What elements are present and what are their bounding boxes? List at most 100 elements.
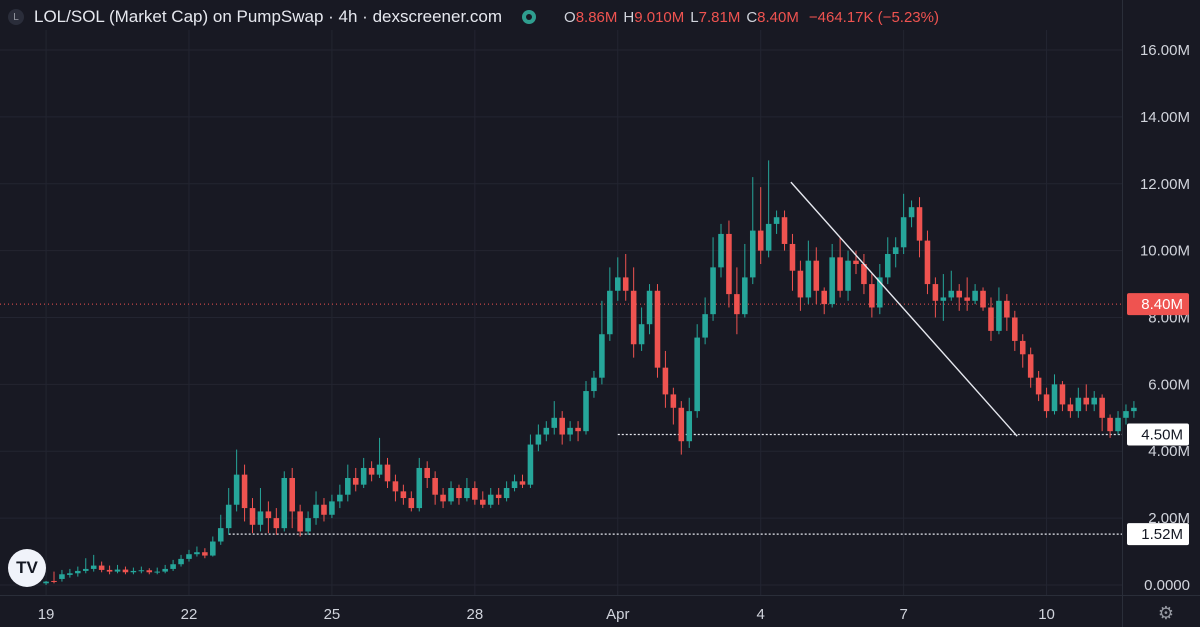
candle-body	[916, 207, 923, 241]
level-price-label: 1.52M	[1141, 526, 1183, 543]
candle-body	[1115, 417, 1121, 432]
y-tick-label: 2.00M	[1148, 510, 1190, 527]
candle-body	[495, 494, 502, 499]
gear-icon[interactable]: ⚙	[1157, 603, 1175, 623]
tradingview-logo-icon[interactable]: TV	[8, 549, 46, 587]
candle-body	[1012, 317, 1018, 341]
candle-body	[773, 217, 780, 224]
candle-body	[694, 337, 700, 412]
candle-body	[194, 552, 200, 555]
candle-body	[853, 260, 859, 265]
candle-body	[480, 499, 486, 505]
candle-body	[352, 477, 359, 485]
trendline	[790, 181, 1018, 437]
candle-body	[908, 207, 915, 218]
price-labels: 8.40M 4.50M 1.52M	[1127, 293, 1189, 546]
candle-body	[345, 477, 351, 495]
y-tick-label: 10.00M	[1140, 243, 1190, 260]
candle-body	[678, 407, 685, 442]
candle-body	[424, 467, 430, 478]
candle-body	[638, 324, 645, 345]
candle-body	[734, 294, 740, 315]
candle-body	[233, 474, 240, 505]
candle-body	[869, 284, 875, 308]
x-tick-label: 4	[757, 606, 765, 623]
candle-body	[337, 494, 343, 502]
candle-body	[432, 477, 438, 495]
candle-body	[702, 314, 708, 338]
x-tick-label: Apr	[606, 606, 629, 623]
current-price-tag	[1127, 293, 1189, 316]
candle-body	[1059, 384, 1066, 405]
symbol-badge[interactable]: L	[8, 9, 24, 25]
candle-body	[877, 277, 883, 308]
candle-body	[1051, 384, 1058, 412]
open-label: O	[564, 8, 576, 26]
candle-body	[154, 571, 161, 573]
candle-body	[805, 260, 812, 298]
candle-body	[749, 230, 756, 278]
candle-body	[821, 290, 828, 305]
candle-body	[249, 508, 256, 525]
candle-body	[241, 474, 248, 509]
candle-body	[210, 541, 216, 556]
candle-body	[281, 477, 288, 529]
low-value: 7.81M	[698, 8, 741, 26]
candle-body	[416, 467, 423, 509]
candle-body	[630, 290, 637, 345]
visibility-eye-icon[interactable]	[522, 10, 537, 24]
candle-body	[622, 277, 629, 291]
x-axis: 19 22 25 28 Apr 4 7 10	[38, 606, 1055, 623]
candle-body	[376, 464, 383, 475]
candle-body	[710, 267, 716, 315]
candle-body	[559, 417, 565, 435]
candle-body	[845, 260, 851, 291]
candle-body	[654, 290, 661, 368]
x-tick-label: 22	[181, 606, 198, 623]
candle-body	[964, 297, 970, 301]
candle-body	[567, 427, 573, 435]
candle-body	[98, 565, 105, 570]
candle-body	[932, 284, 939, 301]
candle-body	[408, 498, 415, 509]
candle-body	[472, 488, 478, 500]
candle-body	[742, 277, 748, 315]
candle-body	[90, 565, 97, 569]
candle-body	[988, 307, 994, 331]
y-tick-label: 14.00M	[1140, 109, 1190, 126]
candle-body	[956, 290, 962, 298]
candle-body	[511, 481, 518, 489]
candle-body	[646, 290, 653, 325]
candle-body	[781, 217, 788, 244]
candle-body	[67, 573, 73, 575]
candle-body	[114, 569, 121, 572]
candle-body	[273, 518, 280, 529]
candle-body	[726, 233, 732, 295]
candles	[43, 160, 1137, 585]
candle-body	[503, 488, 510, 499]
candle-body	[1091, 397, 1097, 405]
candle-body	[607, 290, 613, 335]
candle-body	[1067, 404, 1074, 412]
candle-body	[43, 581, 49, 584]
candle-body	[305, 518, 311, 532]
candle-body	[614, 277, 621, 291]
candle-body	[1004, 300, 1010, 318]
x-tick-label: 25	[324, 606, 341, 623]
candle-body	[686, 411, 693, 442]
candle-body	[162, 568, 168, 572]
candle-body	[765, 223, 772, 251]
candle-body	[360, 467, 367, 485]
candle-body	[797, 270, 804, 298]
high-label: H	[623, 8, 635, 26]
candle-body	[662, 367, 669, 395]
candle-body	[1099, 397, 1105, 418]
candle-body	[313, 504, 319, 519]
candle-body	[329, 501, 335, 515]
candle-body	[51, 580, 57, 582]
candle-body	[392, 481, 399, 492]
candle-body	[448, 488, 454, 502]
candle-body	[599, 334, 605, 378]
